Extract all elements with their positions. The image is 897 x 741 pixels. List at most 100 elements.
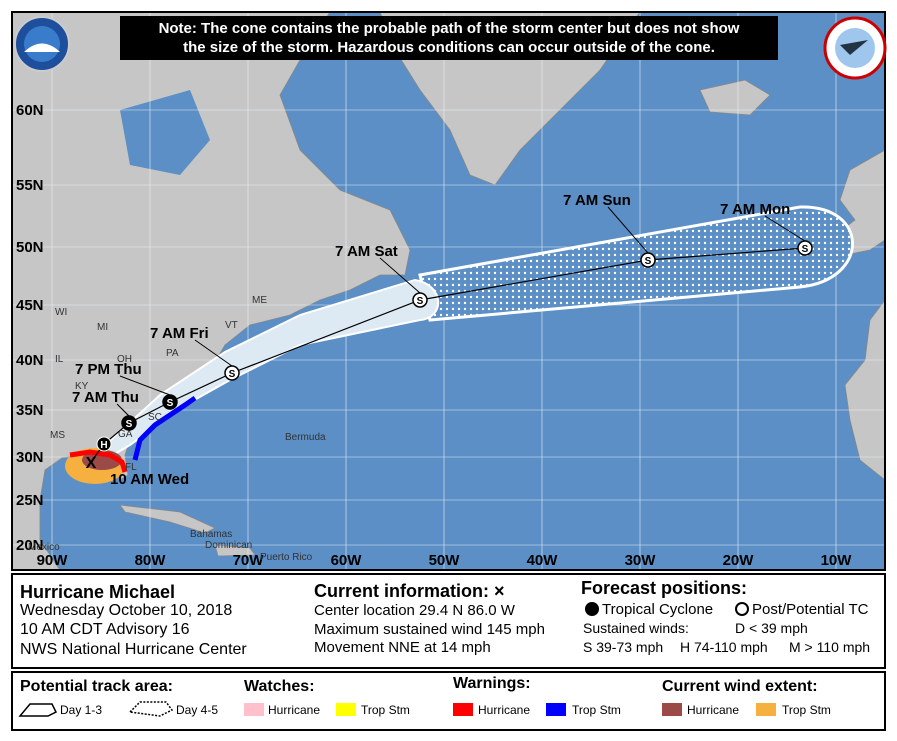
info-text: 10 AM CDT Advisory 16 — [20, 621, 190, 638]
hurricane-warning — [69, 449, 128, 473]
legend-title: Current wind extent: — [662, 678, 818, 695]
lat-label: 35N — [16, 402, 44, 419]
place-label: Puerto Rico — [260, 552, 313, 563]
note-line: the size of the storm. Hazardous conditi… — [183, 39, 715, 56]
position-symbol: S — [126, 419, 133, 430]
lon-label: 80W — [135, 552, 167, 569]
lon-label: 40W — [527, 552, 559, 569]
cuba — [119, 504, 256, 557]
hudson-bay — [120, 90, 210, 175]
swatch — [453, 703, 473, 716]
lon-label: 70W — [233, 552, 265, 569]
place-label: FL — [125, 462, 137, 473]
info-text: M > 110 mph — [789, 639, 870, 655]
place-label: SC — [148, 412, 162, 423]
position-symbol: S — [229, 369, 236, 380]
position-symbol: S — [645, 256, 652, 267]
swatch — [756, 703, 776, 716]
place-label: PA — [166, 348, 179, 359]
legend-label: Trop Stm — [361, 703, 410, 717]
lon-label: 10W — [821, 552, 853, 569]
leader-line — [379, 257, 421, 294]
info-text: NWS National Hurricane Center — [20, 641, 247, 658]
place-label: MS — [50, 430, 65, 441]
lon-label: 60W — [331, 552, 363, 569]
place-label: ME — [252, 295, 267, 306]
lat-label: 55N — [16, 177, 44, 194]
place-label: GA — [118, 429, 133, 440]
note-line: Note: The cone contains the probable pat… — [159, 20, 740, 37]
legend-label: Hurricane — [268, 703, 320, 717]
info-text: D < 39 mph — [735, 620, 808, 636]
info-text: Tropical Cyclone — [602, 601, 713, 618]
lat-label: 40N — [16, 352, 44, 369]
lat-label: 60N — [16, 102, 44, 119]
place-label: IL — [55, 354, 64, 365]
place-label: MI — [97, 322, 108, 333]
leader-line — [764, 215, 806, 242]
lat-label: 20N — [16, 537, 44, 554]
position-label: 7 AM Sat — [335, 243, 398, 260]
legend-label: Day 4-5 — [176, 703, 218, 717]
place-label: Bermuda — [285, 432, 326, 443]
noaa-logo — [14, 16, 70, 72]
swatch — [336, 703, 356, 716]
position-symbol: S — [167, 398, 174, 409]
position-label: 7 PM Thu — [75, 361, 142, 378]
position-label: 7 AM Fri — [150, 325, 209, 342]
swatch — [662, 703, 682, 716]
leader-line — [607, 206, 649, 254]
lat-label: 30N — [16, 449, 44, 466]
iceland — [699, 79, 771, 116]
place-label: WI — [55, 307, 67, 318]
lat-label: 45N — [16, 297, 44, 314]
storm-name: Hurricane Michael — [20, 582, 175, 602]
day13-icon — [18, 703, 58, 717]
lat-label: 25N — [16, 492, 44, 509]
place-label: Mexico — [28, 542, 60, 553]
map-frame — [11, 11, 886, 571]
info-text: Wednesday October 10, 2018 — [20, 602, 232, 619]
current-symbol: H — [100, 440, 107, 451]
position-label: 7 AM Thu — [72, 389, 139, 406]
legend-label: Hurricane — [478, 703, 530, 717]
leader-line — [119, 375, 171, 396]
legend-label: Hurricane — [687, 703, 739, 717]
leader-line — [194, 339, 233, 367]
info-text: Center location 29.4 N 86.0 W — [314, 602, 516, 619]
legend-label: Trop Stm — [572, 703, 621, 717]
place-label: Dominican — [205, 540, 252, 551]
lon-label: 30W — [625, 552, 657, 569]
legend-label: Day 1-3 — [60, 703, 102, 717]
info-text: Maximum sustained wind 145 mph — [314, 621, 545, 638]
legend-panel — [11, 671, 886, 731]
position-label: 7 AM Mon — [720, 201, 790, 218]
nws-logo — [823, 16, 887, 80]
note-box — [120, 16, 778, 60]
info-text: Movement NNE at 14 mph — [314, 639, 491, 656]
legend-title: Warnings: — [453, 675, 531, 692]
place-label: VT — [225, 320, 238, 331]
swatch — [546, 703, 566, 716]
place-label: Bahamas — [190, 529, 232, 540]
day45-icon — [128, 701, 174, 717]
cone-day4-5 — [418, 205, 854, 322]
legend-title: Watches: — [244, 678, 315, 695]
tc-symbol — [585, 602, 599, 616]
lon-label: 20W — [723, 552, 755, 569]
lat-label: 50N — [16, 239, 44, 256]
info-text: H 74-110 mph — [680, 639, 768, 655]
info-text: Post/Potential TC — [752, 601, 869, 618]
place-label: OH — [117, 354, 132, 365]
position-symbol: S — [802, 244, 809, 255]
position-symbol: S — [417, 296, 424, 307]
position-symbol: X — [86, 455, 97, 472]
leader-line — [116, 403, 130, 417]
ts-warning — [132, 395, 197, 461]
map — [12, 12, 885, 570]
place-label: KY — [75, 381, 89, 392]
info-text: Sustained winds: — [583, 620, 689, 636]
info-panel — [11, 573, 886, 669]
current-marker — [96, 436, 112, 452]
